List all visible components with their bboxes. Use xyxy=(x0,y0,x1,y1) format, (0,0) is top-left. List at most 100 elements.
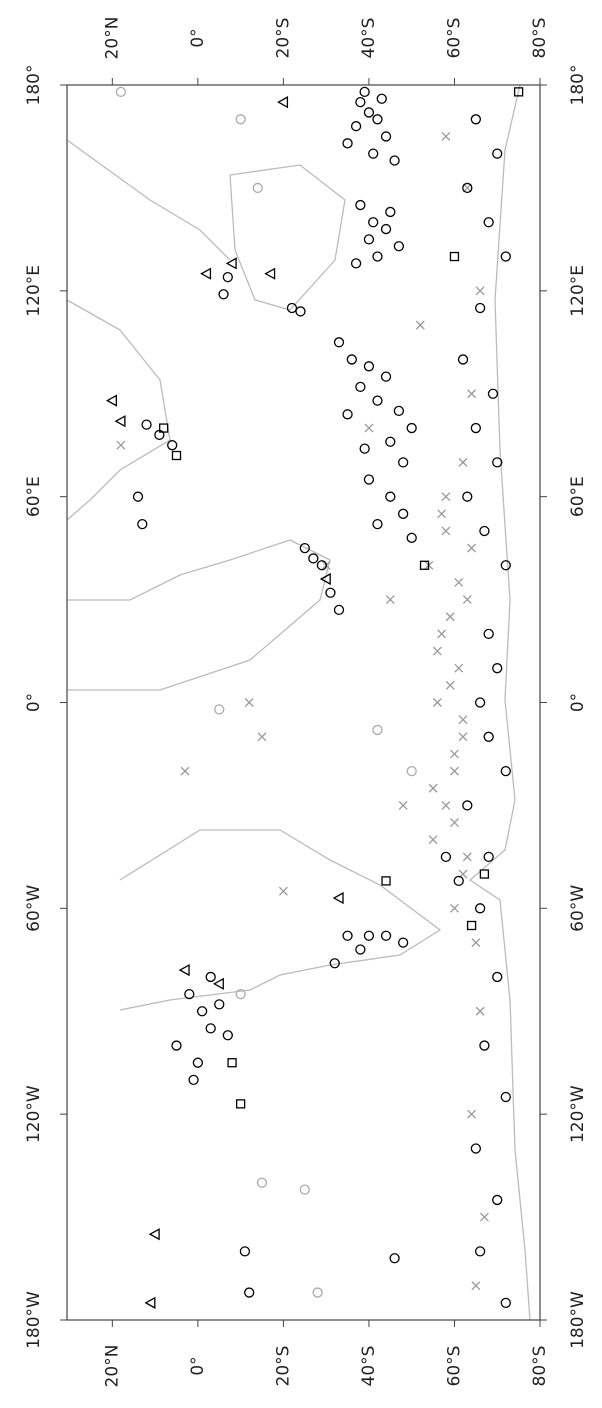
point xyxy=(454,663,464,673)
point xyxy=(227,1058,237,1068)
point xyxy=(277,96,289,109)
point xyxy=(385,206,396,218)
point xyxy=(192,1057,204,1068)
point xyxy=(479,1040,490,1051)
point xyxy=(492,457,503,468)
point xyxy=(342,409,353,420)
point xyxy=(441,492,451,502)
y-tick-label: 180°W xyxy=(24,1291,44,1349)
point xyxy=(450,818,459,828)
point xyxy=(115,86,127,98)
point xyxy=(380,223,392,235)
point xyxy=(475,286,485,296)
point xyxy=(492,148,503,159)
y-tick-label: 120°W xyxy=(568,1085,588,1143)
point xyxy=(222,271,233,283)
point xyxy=(132,491,144,502)
point xyxy=(244,1287,255,1298)
x-tick-label: 80°S xyxy=(530,18,550,59)
point xyxy=(467,389,477,399)
point xyxy=(389,155,400,166)
point xyxy=(380,371,392,382)
point xyxy=(264,267,276,280)
point xyxy=(458,732,468,742)
x-tick-label: 20°N xyxy=(102,1345,122,1388)
point xyxy=(333,604,345,616)
point xyxy=(171,1040,182,1051)
point xyxy=(299,542,310,554)
point xyxy=(483,731,494,742)
point xyxy=(393,241,405,252)
point xyxy=(474,1246,486,1257)
point xyxy=(148,1228,160,1241)
y-tick-label: 60°E xyxy=(24,476,44,517)
point xyxy=(445,680,455,690)
y-tick-label: 0° xyxy=(568,693,588,712)
point xyxy=(470,1143,481,1154)
point xyxy=(205,1023,216,1034)
point xyxy=(479,1212,489,1222)
point xyxy=(500,1091,511,1103)
point xyxy=(342,930,353,941)
point xyxy=(397,457,409,468)
point xyxy=(381,876,391,886)
point xyxy=(278,886,288,896)
point xyxy=(205,971,216,983)
point xyxy=(474,302,486,314)
point xyxy=(214,704,225,715)
point xyxy=(406,765,417,777)
coastline xyxy=(468,84,531,1321)
point xyxy=(483,628,494,640)
point xyxy=(462,800,473,811)
point xyxy=(471,938,481,948)
point xyxy=(397,508,409,519)
point xyxy=(286,302,298,314)
point xyxy=(432,698,442,707)
point xyxy=(178,963,190,977)
point xyxy=(462,183,472,193)
point xyxy=(184,988,195,1000)
point xyxy=(458,457,468,467)
y-tick-label: 180° xyxy=(568,65,588,106)
point xyxy=(105,394,117,407)
point xyxy=(363,361,375,372)
point xyxy=(355,381,366,393)
point xyxy=(346,354,357,365)
point xyxy=(308,553,319,564)
point xyxy=(141,419,152,430)
point xyxy=(196,1006,208,1017)
point xyxy=(188,1074,199,1086)
point xyxy=(137,518,148,530)
point xyxy=(312,1287,323,1298)
point xyxy=(432,646,442,656)
point xyxy=(116,440,126,450)
point xyxy=(500,1297,511,1308)
point xyxy=(167,440,178,451)
point xyxy=(441,800,451,810)
point xyxy=(479,869,490,879)
y-tick-label: 180°W xyxy=(568,1291,588,1349)
point xyxy=(252,182,263,194)
point xyxy=(500,765,511,777)
point xyxy=(492,1194,503,1206)
point xyxy=(244,698,254,707)
point xyxy=(385,595,395,605)
point xyxy=(355,944,366,955)
point xyxy=(471,1281,481,1291)
point xyxy=(380,131,392,142)
point xyxy=(466,920,477,931)
point xyxy=(218,289,229,300)
point xyxy=(325,587,336,598)
point xyxy=(332,891,344,905)
point xyxy=(462,852,472,862)
point xyxy=(406,532,417,543)
x-tick-label: 60°S xyxy=(444,18,464,59)
point xyxy=(457,354,469,365)
point xyxy=(513,87,524,97)
point xyxy=(467,1109,477,1119)
point xyxy=(239,1246,251,1257)
point xyxy=(363,234,375,245)
point xyxy=(222,1030,233,1041)
point xyxy=(364,423,374,433)
coastline xyxy=(119,829,442,1011)
